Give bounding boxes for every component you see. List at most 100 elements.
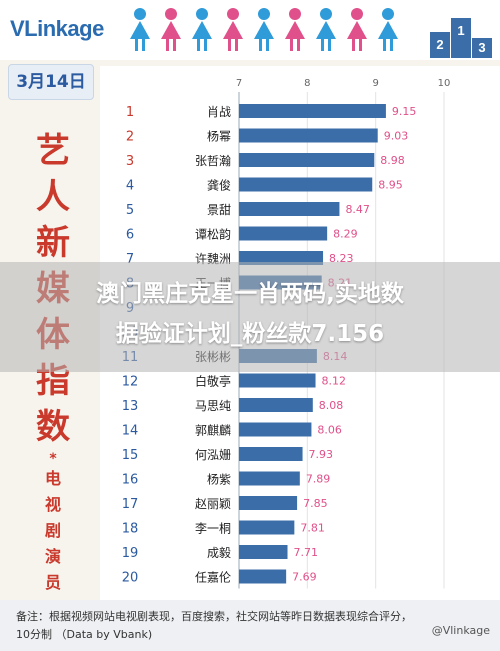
x-tick-label: 8 (304, 78, 310, 89)
footer-note: 备注：根据视频网站电视剧表现，百度搜索，社交网站等昨日数据表现综合评分， 10分… (16, 608, 412, 644)
category-label: 景甜 (207, 203, 231, 217)
rank-label: 7 (126, 252, 134, 267)
category-label: 成毅 (207, 545, 231, 560)
person-icon (221, 8, 245, 52)
asterisk-icon: * (49, 451, 57, 467)
value-label: 7.71 (294, 546, 319, 559)
x-tick-label: 7 (236, 78, 242, 89)
person-icon (345, 8, 369, 52)
bar (239, 251, 324, 265)
category-label: 任嘉伦 (195, 570, 231, 585)
bar (239, 177, 373, 192)
subtitle-char: 视 (44, 495, 61, 514)
bar (239, 202, 340, 216)
header-bar: VLinkage 2 1 3 (0, 0, 500, 60)
person-icon (190, 8, 214, 52)
bar (239, 226, 328, 241)
value-label: 8.06 (317, 424, 342, 437)
person-icon (283, 8, 307, 52)
rank-label: 4 (126, 179, 134, 194)
value-label: 7.81 (300, 522, 325, 535)
bar (239, 128, 378, 143)
subtitle-char: 员 (44, 573, 61, 592)
subtitle-char: 剧 (44, 521, 61, 540)
rank-label: 1 (126, 105, 134, 120)
footer: 备注：根据视频网站电视剧表现，百度搜索，社交网站等昨日数据表现综合评分， 10分… (0, 600, 500, 651)
value-label: 8.23 (329, 252, 354, 265)
x-tick-label: 10 (438, 78, 451, 89)
bar (239, 373, 316, 388)
bar (239, 153, 375, 167)
date-label: 3月14日 (8, 64, 94, 100)
rank-label: 5 (126, 203, 134, 218)
value-label: 7.93 (309, 448, 334, 461)
rank-label: 15 (122, 448, 139, 463)
category-label: 马思纯 (195, 399, 231, 413)
category-label: 白敬亭 (195, 374, 231, 389)
rank-label: 3 (126, 154, 134, 169)
subtitle-char: 电 (44, 469, 61, 488)
rank-label: 14 (122, 424, 139, 439)
podium-first: 1 (451, 18, 471, 58)
rank-label: 2 (126, 130, 134, 145)
bar (239, 520, 295, 535)
category-label: 龚俊 (207, 178, 231, 193)
podium-second: 2 (430, 32, 450, 58)
footer-note-line1: 备注：根据视频网站电视剧表现，百度搜索，社交网站等昨日数据表现综合评分， (16, 610, 412, 623)
rank-label: 20 (122, 571, 139, 586)
category-label: 肖战 (207, 105, 231, 119)
category-label: 张哲瀚 (195, 153, 231, 168)
bar (239, 569, 287, 584)
bar (239, 447, 303, 461)
bar (239, 398, 313, 412)
category-label: 何泓姗 (195, 447, 231, 462)
rank-label: 18 (122, 522, 139, 537)
category-label: 谭松韵 (195, 227, 231, 242)
title-char: 艺 (36, 131, 70, 171)
watermark-line2: 据验证计划_粉丝款7.156 (115, 321, 385, 347)
people-icons (128, 8, 408, 56)
person-icon (128, 8, 152, 52)
person-icon (314, 8, 338, 52)
value-label: 8.08 (319, 399, 344, 412)
value-label: 7.69 (292, 571, 317, 584)
bar (239, 104, 386, 118)
category-label: 李一桐 (195, 521, 231, 536)
podium-icon: 2 1 3 (430, 14, 494, 58)
x-tick-label: 9 (372, 78, 378, 89)
value-label: 8.47 (345, 203, 370, 216)
rank-label: 13 (122, 399, 139, 414)
category-label: 郭麒麟 (195, 423, 231, 438)
rank-label: 12 (122, 375, 139, 390)
value-label: 8.29 (333, 228, 358, 241)
subtitle-char: 演 (44, 547, 61, 566)
title-char: 人 (36, 177, 70, 217)
value-label: 9.03 (384, 130, 409, 143)
value-label: 8.98 (380, 154, 405, 167)
value-label: 9.15 (392, 105, 417, 118)
person-icon (159, 8, 183, 52)
value-label: 8.95 (378, 179, 403, 192)
value-label: 7.85 (303, 497, 328, 510)
category-label: 赵丽颖 (195, 497, 231, 511)
footer-credit: @Vlinkage (431, 624, 490, 637)
rank-label: 17 (122, 497, 139, 512)
bar (239, 545, 288, 559)
bar (239, 471, 300, 486)
title-char: 新 (36, 223, 70, 263)
rank-label: 6 (126, 228, 134, 243)
bar (239, 496, 298, 510)
podium-third: 3 (472, 38, 492, 58)
category-label: 杨紫 (207, 472, 231, 487)
person-icon (252, 8, 276, 52)
footer-note-line2: 10分制 （Data by Vbank) (16, 628, 153, 641)
bar (239, 422, 312, 437)
person-icon (376, 8, 400, 52)
rank-label: 16 (122, 473, 139, 488)
vlinkage-logo: VLinkage (10, 16, 104, 41)
category-label: 杨幂 (207, 129, 231, 144)
value-label: 7.89 (306, 473, 331, 486)
watermark-banner: 澳门黑庄克星一肖两码,实地数 据验证计划_粉丝款7.156 (0, 262, 500, 372)
watermark-line1: 澳门黑庄克星一肖两码,实地数 (96, 281, 404, 307)
rank-label: 19 (122, 546, 139, 561)
